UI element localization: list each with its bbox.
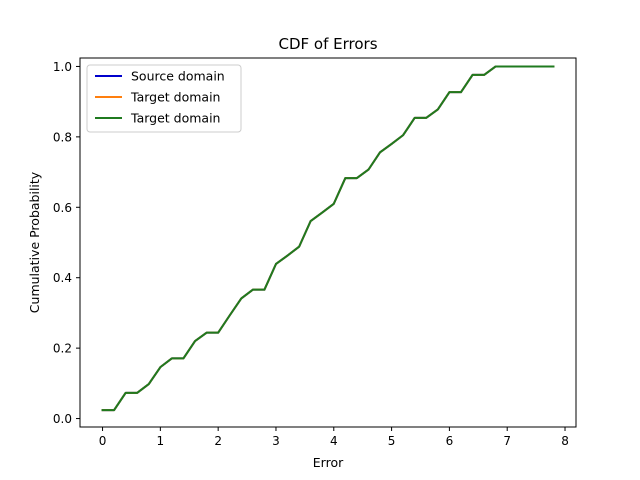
legend-label-1: Source domain [131, 69, 225, 84]
y-tick-label: 0.8 [53, 130, 72, 144]
y-tick-label: 0.0 [53, 412, 72, 426]
legend-label-3: Target domain [130, 111, 220, 126]
y-tick-label: 0.2 [53, 342, 72, 356]
x-axis-label: Error [313, 455, 344, 470]
plot-lines [101, 65, 555, 412]
x-tick-label: 5 [388, 434, 396, 448]
legend: Source domain Target domain Target domain [86, 64, 242, 133]
x-tick-label: 8 [561, 434, 569, 448]
legend-label-2: Target domain [130, 90, 220, 105]
legend-box [86, 64, 242, 133]
x-tick-label: 4 [330, 434, 338, 448]
y-axis-label: Cumulative Probability [27, 171, 42, 313]
y-tick-label: 1.0 [53, 60, 72, 74]
x-tick-label: 2 [214, 434, 222, 448]
chart-title: CDF of Errors [278, 35, 377, 53]
y-ticks: 0.0 0.2 0.4 0.6 0.8 1.0 [53, 60, 80, 426]
y-tick-label: 0.4 [53, 271, 72, 285]
x-tick-label: 0 [99, 434, 107, 448]
y-tick-label: 0.6 [53, 201, 72, 215]
x-ticks: 0 1 2 3 4 5 6 7 8 [99, 427, 569, 448]
x-tick-label: 7 [503, 434, 511, 448]
series-line-3 [101, 65, 555, 412]
x-tick-label: 6 [446, 434, 454, 448]
x-tick-label: 3 [272, 434, 280, 448]
plot-frame [79, 57, 577, 428]
x-tick-label: 1 [157, 434, 165, 448]
